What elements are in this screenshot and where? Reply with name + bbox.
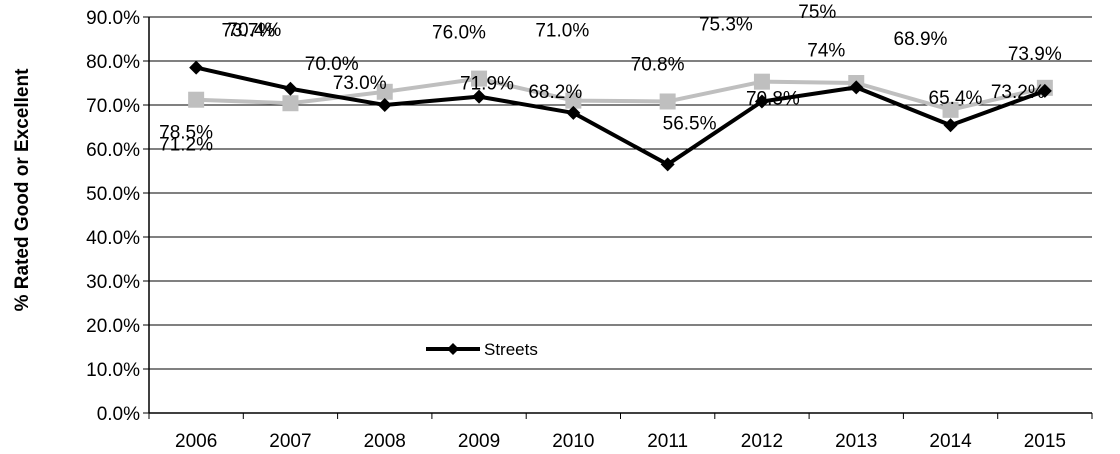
data-label-gray: 68.9% bbox=[894, 29, 948, 50]
y-axis-title: % Rated Good or Excellent bbox=[12, 68, 33, 311]
data-label-streets: 70.8% bbox=[746, 88, 800, 109]
legend: Streets bbox=[426, 340, 538, 359]
data-label-streets: 70.0% bbox=[305, 54, 359, 75]
data-label-gray: 71.2% bbox=[159, 135, 213, 156]
y-tick-label: 80.0% bbox=[86, 52, 140, 73]
data-label-gray: 73.0% bbox=[333, 73, 387, 94]
x-tick-label: 2008 bbox=[364, 431, 406, 452]
data-label-gray: 73.9% bbox=[1008, 44, 1062, 65]
x-tick-label: 2015 bbox=[1024, 431, 1066, 452]
legend-marker-streets bbox=[447, 343, 459, 355]
x-tick-label: 2014 bbox=[929, 431, 972, 452]
data-label-gray: 70.4% bbox=[227, 20, 281, 41]
series-line-streets bbox=[195, 65, 1046, 167]
y-tick-label: 30.0% bbox=[86, 272, 140, 293]
x-tick-label: 2007 bbox=[269, 431, 311, 452]
data-point-marker bbox=[566, 105, 581, 120]
data-point-marker bbox=[282, 95, 299, 112]
data-point-marker bbox=[849, 80, 864, 95]
data-point-marker bbox=[659, 93, 676, 110]
y-tick-label: 50.0% bbox=[86, 184, 140, 205]
y-tick-label: 20.0% bbox=[86, 316, 140, 337]
data-label-streets: 65.4% bbox=[929, 88, 983, 109]
data-label-gray: 76.0% bbox=[432, 23, 486, 44]
data-point-marker bbox=[376, 83, 393, 100]
data-label-streets: 68.2% bbox=[528, 82, 582, 103]
data-point-marker bbox=[471, 70, 488, 87]
data-point-marker bbox=[943, 118, 958, 133]
data-labels: 78.5% 73.7% 70.0% 71.9% 68.2% 56.5% 70.8% 74% 65… bbox=[159, 2, 1062, 156]
x-tick-label: 2011 bbox=[647, 431, 688, 452]
data-label-streets: 78.5% bbox=[159, 123, 213, 144]
x-tick-label: 2009 bbox=[458, 431, 500, 452]
gridlines bbox=[149, 16, 1092, 414]
y-tick-label: 90.0% bbox=[86, 8, 140, 29]
series-lines bbox=[188, 60, 1053, 172]
y-tick-label: 70.0% bbox=[86, 96, 140, 117]
data-point-marker bbox=[660, 157, 675, 172]
x-tick-label: 2013 bbox=[835, 431, 877, 452]
y-tick-label: 10.0% bbox=[86, 360, 140, 381]
data-point-marker bbox=[754, 94, 769, 109]
data-point-marker bbox=[1037, 83, 1052, 98]
data-label-gray: 70.8% bbox=[631, 54, 685, 75]
data-point-marker bbox=[283, 81, 298, 96]
data-label-streets: 71.9% bbox=[460, 74, 514, 95]
data-point-marker bbox=[565, 92, 582, 109]
x-tick-label: 2006 bbox=[175, 431, 217, 452]
data-label-streets: 56.5% bbox=[663, 113, 717, 134]
data-label-gray: 75% bbox=[798, 2, 836, 23]
data-label-gray: 71.0% bbox=[535, 21, 589, 42]
y-tick-label: 0.0% bbox=[97, 404, 140, 425]
legend-label-streets: Streets bbox=[484, 340, 538, 359]
data-label-streets: 73.7% bbox=[221, 21, 275, 42]
x-tick-label: 2010 bbox=[552, 431, 594, 452]
data-label-streets: 73.2% bbox=[991, 82, 1045, 103]
y-tick-label: 60.0% bbox=[86, 140, 140, 161]
data-point-marker bbox=[472, 89, 487, 104]
data-point-marker bbox=[188, 91, 205, 108]
y-tick-label: 40.0% bbox=[86, 228, 140, 249]
data-label-streets: 74% bbox=[807, 40, 845, 61]
data-point-marker bbox=[942, 101, 959, 118]
data-label-gray: 75.3% bbox=[699, 15, 753, 36]
x-tick-label: 2012 bbox=[741, 431, 783, 452]
data-point-marker bbox=[753, 73, 770, 90]
data-point-marker bbox=[189, 60, 204, 75]
axes: 0.0% 10.0% 20.0% 30.0% 40.0% 50.0% 60.0% 70.0% 8… bbox=[86, 8, 1093, 452]
data-point-marker bbox=[377, 98, 392, 112]
